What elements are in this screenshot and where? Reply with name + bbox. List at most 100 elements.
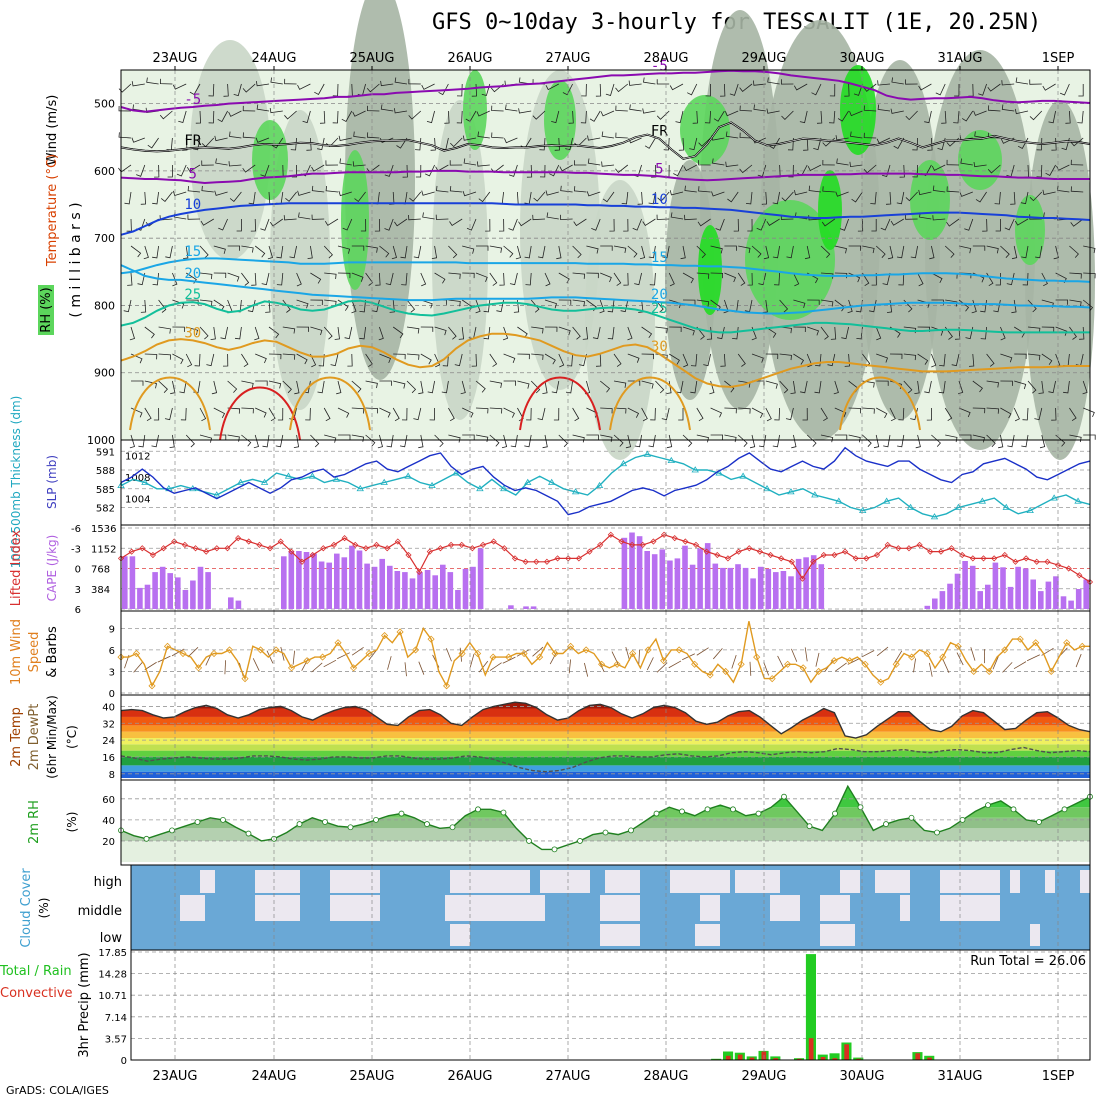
lifted-index-point bbox=[629, 541, 636, 548]
wind-barb bbox=[434, 353, 441, 368]
wind-barb bbox=[201, 160, 214, 166]
cloud-block bbox=[600, 895, 640, 921]
wind-barb bbox=[172, 299, 185, 309]
wind-barb bbox=[703, 353, 711, 367]
wind-barb bbox=[462, 434, 475, 440]
wind-barb bbox=[862, 434, 872, 447]
contour-label: 30 bbox=[651, 339, 668, 355]
wind-barb bbox=[670, 212, 684, 220]
wind-barb bbox=[228, 161, 242, 167]
wind-barb bbox=[1001, 104, 1015, 112]
lifted-index-point bbox=[927, 548, 934, 555]
wind-barb bbox=[406, 353, 420, 360]
wind-barb bbox=[530, 380, 541, 394]
wind-barb bbox=[642, 218, 656, 227]
date-label-bottom: 27AUG bbox=[545, 1069, 590, 1084]
wind-barb bbox=[241, 272, 250, 286]
wind-speed-line-point bbox=[737, 660, 745, 668]
wind-barb bbox=[849, 110, 863, 117]
wind-barb bbox=[682, 299, 696, 305]
lifted-index-point bbox=[692, 541, 700, 548]
wind-barb bbox=[600, 110, 615, 117]
precip-convective-bar bbox=[773, 1058, 778, 1060]
wind-barb bbox=[1057, 185, 1070, 193]
thickness-line-point bbox=[571, 488, 580, 495]
wind-barb bbox=[449, 186, 463, 193]
wind-speed-line-point bbox=[629, 649, 637, 658]
wind-barb bbox=[187, 185, 201, 193]
wind-barb bbox=[366, 83, 380, 93]
wind-barb bbox=[690, 353, 698, 367]
wind-barb bbox=[834, 245, 847, 254]
wind-barb bbox=[835, 191, 849, 197]
thickness-line-point bbox=[547, 478, 556, 485]
wind-barb bbox=[268, 353, 282, 360]
wind-barb bbox=[526, 164, 533, 178]
wind-barb bbox=[738, 407, 751, 414]
cape-bar bbox=[697, 548, 703, 609]
wind-barb bbox=[241, 353, 249, 368]
cape-bar bbox=[674, 558, 681, 609]
wind-barb bbox=[504, 137, 518, 144]
surface-barb bbox=[1026, 654, 1040, 662]
lifted-index-point bbox=[724, 555, 732, 562]
wind-barb bbox=[656, 214, 670, 220]
temperature-line bbox=[120, 701, 1091, 739]
wind-barb bbox=[158, 380, 168, 393]
wind-barb bbox=[444, 110, 450, 124]
cape-bar bbox=[235, 600, 242, 609]
wind-barb bbox=[890, 218, 905, 226]
pressure-tick: 900 bbox=[94, 367, 115, 380]
thickness-line-point bbox=[1074, 497, 1082, 504]
wind-barb bbox=[891, 77, 904, 85]
wind-barb bbox=[1082, 380, 1088, 395]
lifted-index-point bbox=[778, 555, 785, 562]
wind-speed-line-point bbox=[349, 664, 358, 672]
wind-barb bbox=[609, 218, 615, 232]
wind-tick: 9 bbox=[109, 624, 115, 635]
wind-barb bbox=[306, 137, 312, 151]
wind-barb bbox=[448, 272, 461, 279]
wind-barb bbox=[399, 434, 408, 448]
wind-barb bbox=[562, 83, 573, 96]
wind-barb bbox=[931, 272, 943, 283]
slp-tick: 1004 bbox=[125, 495, 150, 506]
cape-bar bbox=[947, 583, 953, 609]
wind-speed-line-point bbox=[830, 657, 838, 665]
temp-band bbox=[121, 708, 1090, 717]
wind-barb bbox=[544, 299, 557, 309]
wind-barb bbox=[692, 110, 698, 124]
wind-barb bbox=[380, 104, 394, 112]
wind-barb bbox=[147, 137, 159, 149]
wind-barb bbox=[255, 353, 267, 364]
temp-band bbox=[121, 756, 1090, 766]
surface-barb bbox=[469, 653, 475, 668]
wind-barb bbox=[751, 353, 764, 363]
wind-barb bbox=[998, 434, 1004, 449]
wind-speed-line-point bbox=[1078, 642, 1086, 650]
wind-barb bbox=[338, 190, 352, 197]
wind-barb bbox=[641, 407, 648, 422]
wind-barb bbox=[236, 219, 242, 232]
wind-barb bbox=[799, 110, 808, 124]
cloud-block bbox=[255, 870, 300, 893]
wind-barb bbox=[848, 407, 862, 414]
wind-barb bbox=[136, 164, 146, 177]
wind-barb bbox=[165, 245, 173, 259]
wind-speed-line-point bbox=[784, 660, 792, 668]
surface-barb bbox=[224, 660, 226, 675]
wind-barb bbox=[572, 434, 585, 443]
li-tick: -3 bbox=[71, 544, 81, 555]
surface-barb bbox=[1002, 662, 1013, 673]
rh-line-point bbox=[322, 819, 328, 825]
wind-barb bbox=[876, 137, 891, 144]
rh-shade bbox=[432, 100, 488, 420]
wind-barb bbox=[518, 108, 532, 114]
wind-barb bbox=[766, 108, 780, 114]
wind-barb bbox=[542, 434, 548, 449]
wind-barb bbox=[402, 164, 408, 178]
wind-barb bbox=[668, 272, 675, 287]
wind-barb bbox=[961, 110, 974, 122]
thickness-line-point bbox=[356, 484, 364, 492]
wind-barb bbox=[724, 434, 737, 443]
